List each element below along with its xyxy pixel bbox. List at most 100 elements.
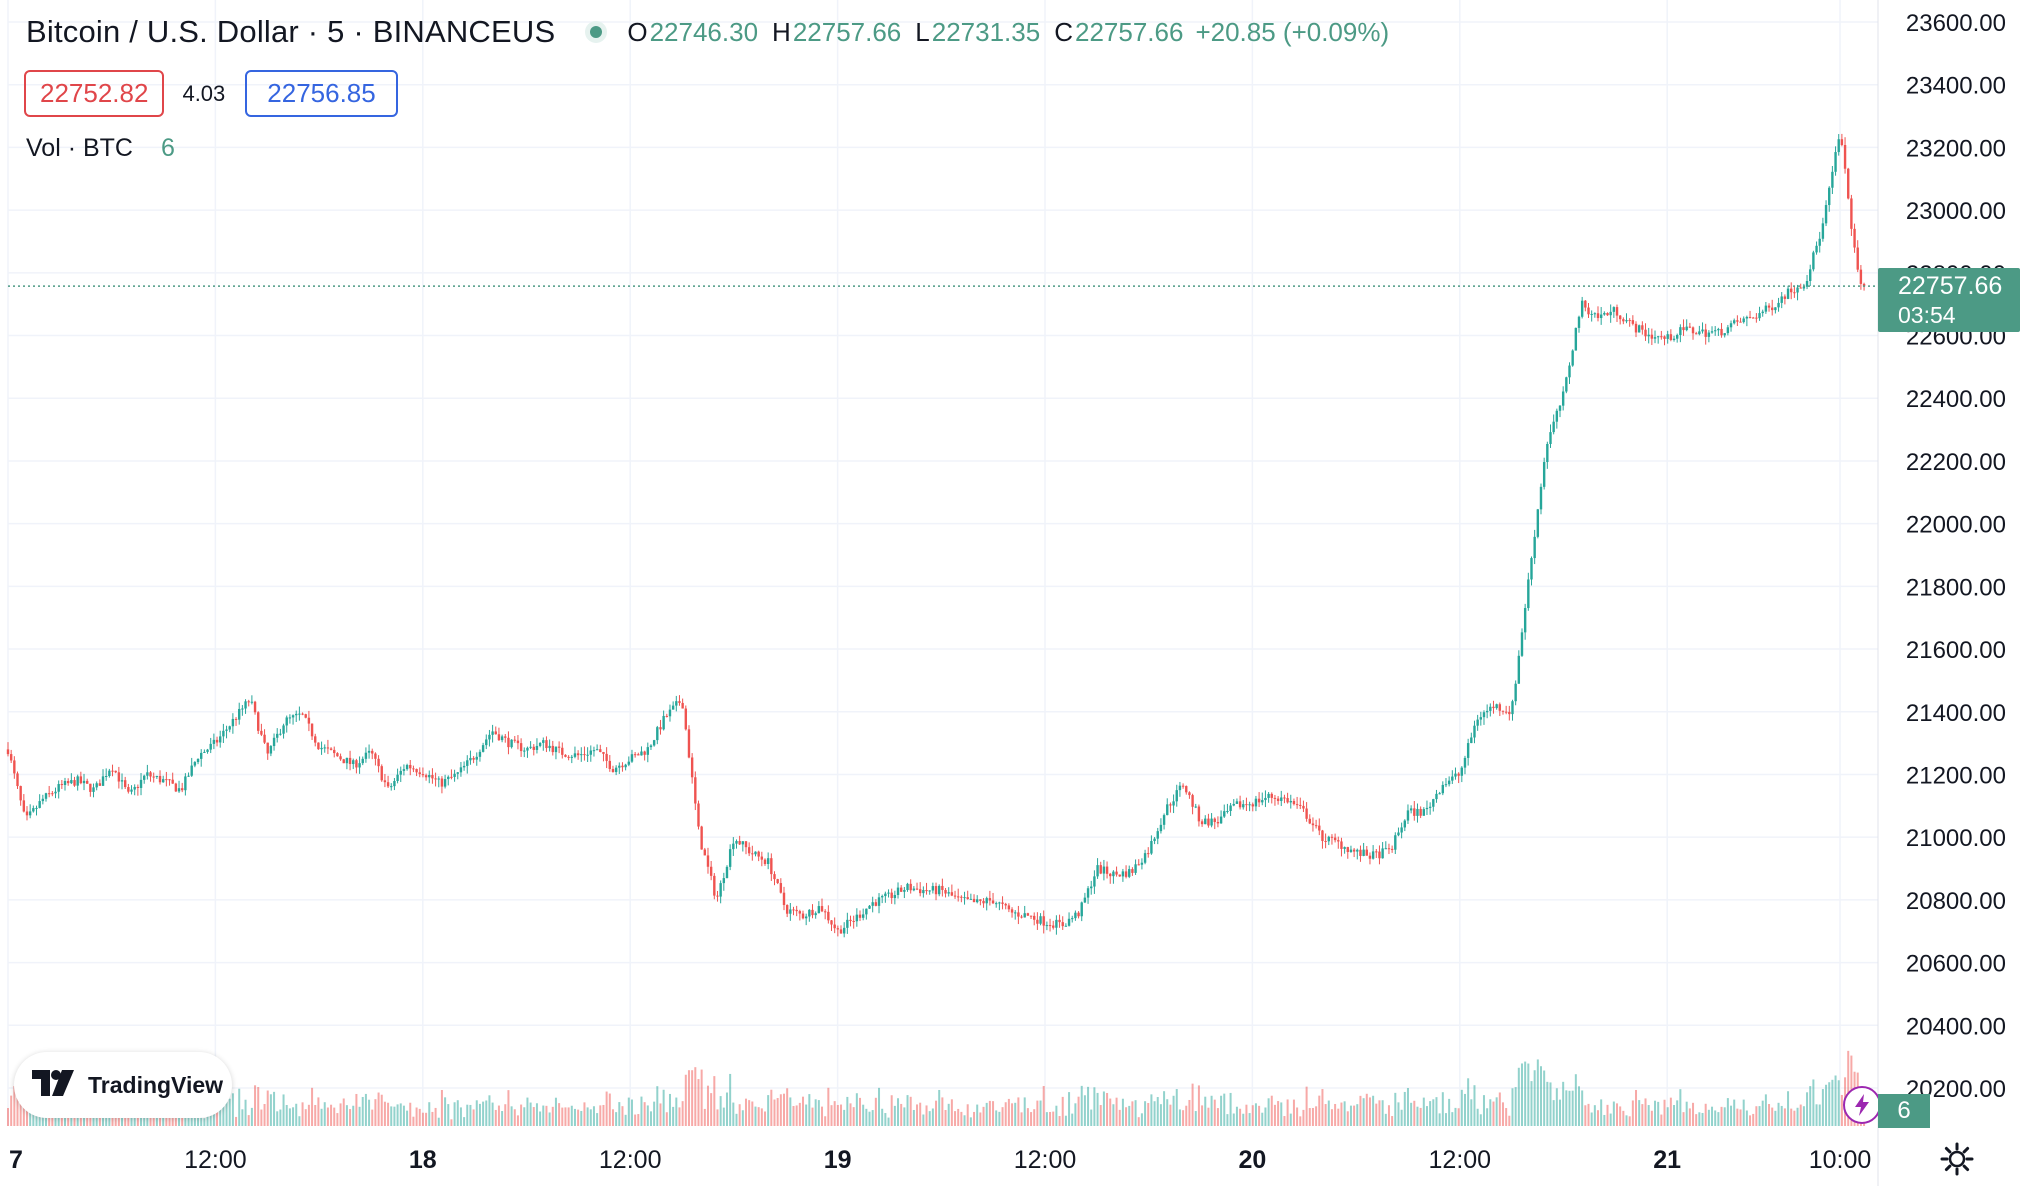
candle-body — [1048, 925, 1052, 927]
candle-body — [174, 783, 178, 792]
volume-bar — [314, 1104, 317, 1126]
close-label: C — [1054, 16, 1073, 47]
volume-bar — [1517, 1067, 1520, 1126]
candle-body — [1425, 807, 1429, 810]
candle-body — [1790, 288, 1793, 293]
candle-body — [1368, 855, 1372, 859]
volume-bar — [592, 1106, 595, 1126]
volume-bar — [485, 1100, 488, 1126]
volume-bar — [1533, 1070, 1536, 1126]
candle-body — [155, 775, 159, 777]
candle-body — [1422, 809, 1426, 816]
volume-bar — [1413, 1100, 1416, 1126]
candle-body — [158, 775, 162, 783]
candle-body — [263, 734, 266, 743]
volume-bar — [1254, 1103, 1257, 1126]
volume-bar — [282, 1094, 285, 1126]
candle-body — [795, 909, 798, 912]
x-tick-label: 12:00 — [184, 1146, 247, 1174]
candle-body — [1365, 849, 1368, 856]
volume-bar — [868, 1111, 871, 1126]
candle-body — [1058, 919, 1061, 923]
volume-bar — [995, 1110, 998, 1126]
candle-body — [1853, 228, 1856, 248]
candle-body — [1131, 869, 1134, 873]
volume-bar — [1362, 1098, 1365, 1126]
candle-body — [557, 746, 561, 748]
candle-body — [424, 775, 428, 778]
candle-body — [149, 772, 152, 777]
candle-body — [1504, 711, 1508, 713]
candle-body — [1071, 918, 1074, 920]
candle-body — [991, 900, 995, 904]
candle-body — [564, 754, 567, 757]
volume-bar — [1061, 1096, 1064, 1126]
volume-bar — [1635, 1089, 1638, 1126]
volume-bar — [792, 1105, 795, 1126]
gear-icon[interactable] — [1940, 1142, 1974, 1181]
candle-body — [1378, 851, 1381, 859]
volume-bar — [1308, 1108, 1311, 1126]
volume-bar — [748, 1100, 751, 1126]
volume-bar — [222, 1092, 225, 1126]
candle-body — [437, 778, 440, 780]
tradingview-watermark[interactable]: TradingView — [14, 1052, 232, 1118]
candle-body — [1321, 830, 1324, 842]
volume-bar — [1584, 1105, 1587, 1126]
volume-bar — [653, 1101, 656, 1126]
volume-bar — [1403, 1091, 1406, 1126]
candle-body — [760, 856, 764, 860]
volume-bar — [326, 1107, 329, 1126]
volume-bar — [1606, 1104, 1609, 1126]
candle-body — [1622, 319, 1625, 322]
last-price-label: 22757.66 03:54 — [1878, 268, 2020, 333]
volume-bar — [1121, 1098, 1124, 1126]
x-tick-label: 7 — [9, 1146, 23, 1174]
lightning-icon[interactable] — [1843, 1086, 1881, 1124]
candle-body — [637, 754, 640, 756]
candle-body — [1828, 187, 1831, 206]
volume-bar — [630, 1099, 633, 1126]
candle-body — [95, 783, 98, 788]
candle-body — [1783, 296, 1787, 299]
candle-body — [92, 787, 95, 792]
volume-bar — [1673, 1105, 1676, 1126]
volume-bar — [1501, 1102, 1504, 1126]
candle-body — [35, 807, 38, 809]
candle-body — [1685, 326, 1688, 331]
volume-legend[interactable]: Vol · BTC 6 — [26, 134, 175, 163]
sell-button[interactable]: 22752.82 — [24, 70, 165, 117]
volume-bar — [1771, 1107, 1774, 1126]
candle-body — [535, 745, 539, 750]
candle-body — [1194, 806, 1197, 808]
candle-body — [1520, 632, 1524, 656]
candle-body — [1669, 334, 1673, 340]
volume-bar — [434, 1107, 437, 1126]
buy-button[interactable]: 22756.85 — [245, 70, 398, 117]
candle-body — [1584, 300, 1587, 308]
candle-body — [317, 742, 320, 750]
candle-body — [995, 903, 998, 905]
volume-bar — [744, 1098, 747, 1126]
symbol-title[interactable]: Bitcoin / U.S. Dollar · 5 · BINANCEUS — [26, 14, 556, 49]
volume-bar — [1821, 1089, 1824, 1126]
candle-body — [1466, 743, 1470, 758]
candle-body — [428, 775, 431, 778]
candle-body — [906, 883, 909, 890]
candle-body — [899, 887, 903, 892]
candle-body — [472, 757, 475, 760]
volume-bar — [1178, 1109, 1181, 1126]
volume-bar — [998, 1111, 1001, 1126]
tradingview-name: TradingView — [88, 1071, 224, 1098]
volume-bar — [1669, 1097, 1672, 1126]
candle-body — [1428, 806, 1432, 808]
volume-bar — [602, 1104, 605, 1126]
volume-bar — [665, 1112, 668, 1126]
candle-body — [576, 753, 580, 756]
last-price-value: 22757.66 — [1898, 272, 2003, 301]
candle-body — [1387, 848, 1391, 850]
volume-bar — [700, 1069, 703, 1126]
volume-bar — [1416, 1106, 1419, 1126]
volume-bar — [358, 1106, 361, 1126]
